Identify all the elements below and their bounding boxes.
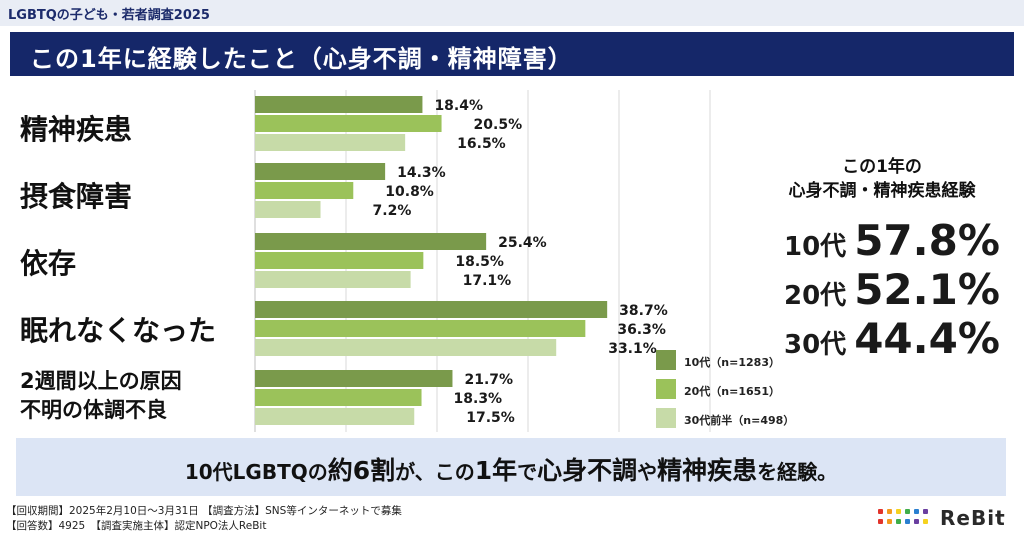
logo-dot: [896, 519, 901, 524]
footer-response-info: 【回答数】4925 【調査実施主体】認定NPO法人ReBit: [6, 520, 267, 532]
logo-dot: [896, 509, 901, 514]
summary-part: が、この: [395, 460, 475, 484]
bar-3-series-1: [255, 320, 586, 337]
category-label-eating-disorder: 摂食障害: [20, 180, 133, 213]
summary-part: 10代LGBTQの: [184, 460, 328, 484]
data-label: 38.7%: [619, 303, 668, 319]
data-label: 10.8%: [385, 184, 434, 200]
bar-2-series-0: [255, 233, 487, 250]
logo-text: ReBit: [940, 506, 1006, 530]
summary-emphasis: 1年: [474, 456, 518, 485]
logo-dot: [887, 509, 892, 514]
side-panel-title-1: この1年の: [842, 157, 922, 177]
footer-survey-info: 【回収期間】2025年2月10日～3月31日 【調査方法】SNS等インターネット…: [6, 505, 402, 517]
category-label-line-1: 2週間以上の原因: [20, 369, 182, 393]
data-label: 18.3%: [454, 391, 503, 407]
bar-4-series-1: [255, 389, 422, 406]
stat-age: 20代: [784, 281, 847, 311]
logo-dot: [905, 509, 910, 514]
stat-value: 52.1%: [854, 265, 1000, 314]
legend-swatch-30s: [656, 408, 676, 428]
summary-emphasis: 約6割: [327, 456, 396, 485]
bar-1-series-0: [255, 163, 386, 180]
rebit-logo: ReBit: [878, 506, 1018, 530]
stat-10s: 10代 57.8%: [784, 216, 1000, 265]
top-bar: LGBTQの子ども・若者調査2025: [0, 0, 1024, 26]
legend-label-10s: 10代（n=1283）: [684, 356, 780, 369]
bar-0-series-0: [255, 96, 423, 113]
summary-banner: 10代LGBTQの約6割が、この1年で心身不調や精神疾患を経験。: [16, 438, 1006, 496]
data-label: 25.4%: [498, 235, 547, 251]
data-label: 36.3%: [617, 322, 666, 338]
logo-dot: [878, 519, 883, 524]
logo-dots: [878, 509, 936, 527]
category-label-dependence: 依存: [20, 247, 77, 280]
logo-dot: [878, 509, 883, 514]
logo-dot: [887, 519, 892, 524]
summary-part: や: [637, 460, 658, 484]
logo-dot: [905, 519, 910, 524]
bar-0-series-2: [255, 134, 406, 151]
summary-part: で: [517, 460, 538, 484]
bar-3-series-0: [255, 301, 608, 318]
category-label-mental-illness: 精神疾患: [20, 113, 133, 146]
bar-2-series-1: [255, 252, 424, 269]
stat-age: 10代: [784, 232, 847, 262]
legend-label-30s: 30代前半（n=498）: [684, 414, 795, 427]
stat-30s: 30代 44.4%: [784, 314, 1000, 363]
data-label: 18.5%: [455, 254, 504, 270]
bar-4-series-0: [255, 370, 453, 387]
bar-1-series-1: [255, 182, 354, 199]
logo-dot: [923, 519, 928, 524]
category-label-insomnia: 眠れなくなった: [20, 314, 217, 347]
data-label: 20.5%: [474, 117, 523, 133]
legend-label-20s: 20代（n=1651）: [684, 385, 780, 398]
stat-age: 30代: [784, 330, 847, 360]
summary-emphasis: 心身不調: [537, 456, 638, 485]
data-label: 14.3%: [397, 165, 446, 181]
survey-name: LGBTQの子ども・若者調査2025: [8, 8, 210, 23]
data-label: 17.5%: [466, 410, 515, 426]
title-bar: この1年に経験したこと（心身不調・精神障害）: [10, 32, 1014, 76]
legend-swatch-20s: [656, 379, 676, 399]
data-label: 17.1%: [463, 273, 512, 289]
data-label: 21.7%: [464, 372, 513, 388]
legend-swatch-10s: [656, 350, 676, 370]
stat-value: 44.4%: [854, 314, 1000, 363]
data-label: 16.5%: [457, 136, 506, 152]
bar-0-series-1: [255, 115, 442, 132]
summary-text: 10代LGBTQの約6割が、この1年で心身不調や精神疾患を経験。: [16, 451, 1006, 487]
category-label-line-2: 不明の体調不良: [20, 398, 167, 422]
page-title: この1年に経験したこと（心身不調・精神障害）: [30, 45, 573, 73]
bar-4-series-2: [255, 408, 415, 425]
bar-3-series-2: [255, 339, 557, 356]
summary-part: を経験。: [757, 460, 838, 484]
summary-emphasis: 精神疾患: [657, 456, 758, 485]
logo-dot: [914, 509, 919, 514]
bar-2-series-2: [255, 271, 411, 288]
side-panel-title-2: 心身不調・精神疾患経験: [788, 181, 976, 201]
data-label: 7.2%: [373, 203, 412, 219]
logo-dot: [923, 509, 928, 514]
stat-value: 57.8%: [854, 216, 1000, 265]
bar-1-series-2: [255, 201, 321, 218]
category-label-unexplained-illness: 2週間以上の原因 不明の体調不良: [20, 367, 182, 425]
data-label: 33.1%: [608, 341, 657, 357]
data-label: 18.4%: [434, 98, 483, 114]
logo-dot: [914, 519, 919, 524]
stat-20s: 20代 52.1%: [784, 265, 1000, 314]
